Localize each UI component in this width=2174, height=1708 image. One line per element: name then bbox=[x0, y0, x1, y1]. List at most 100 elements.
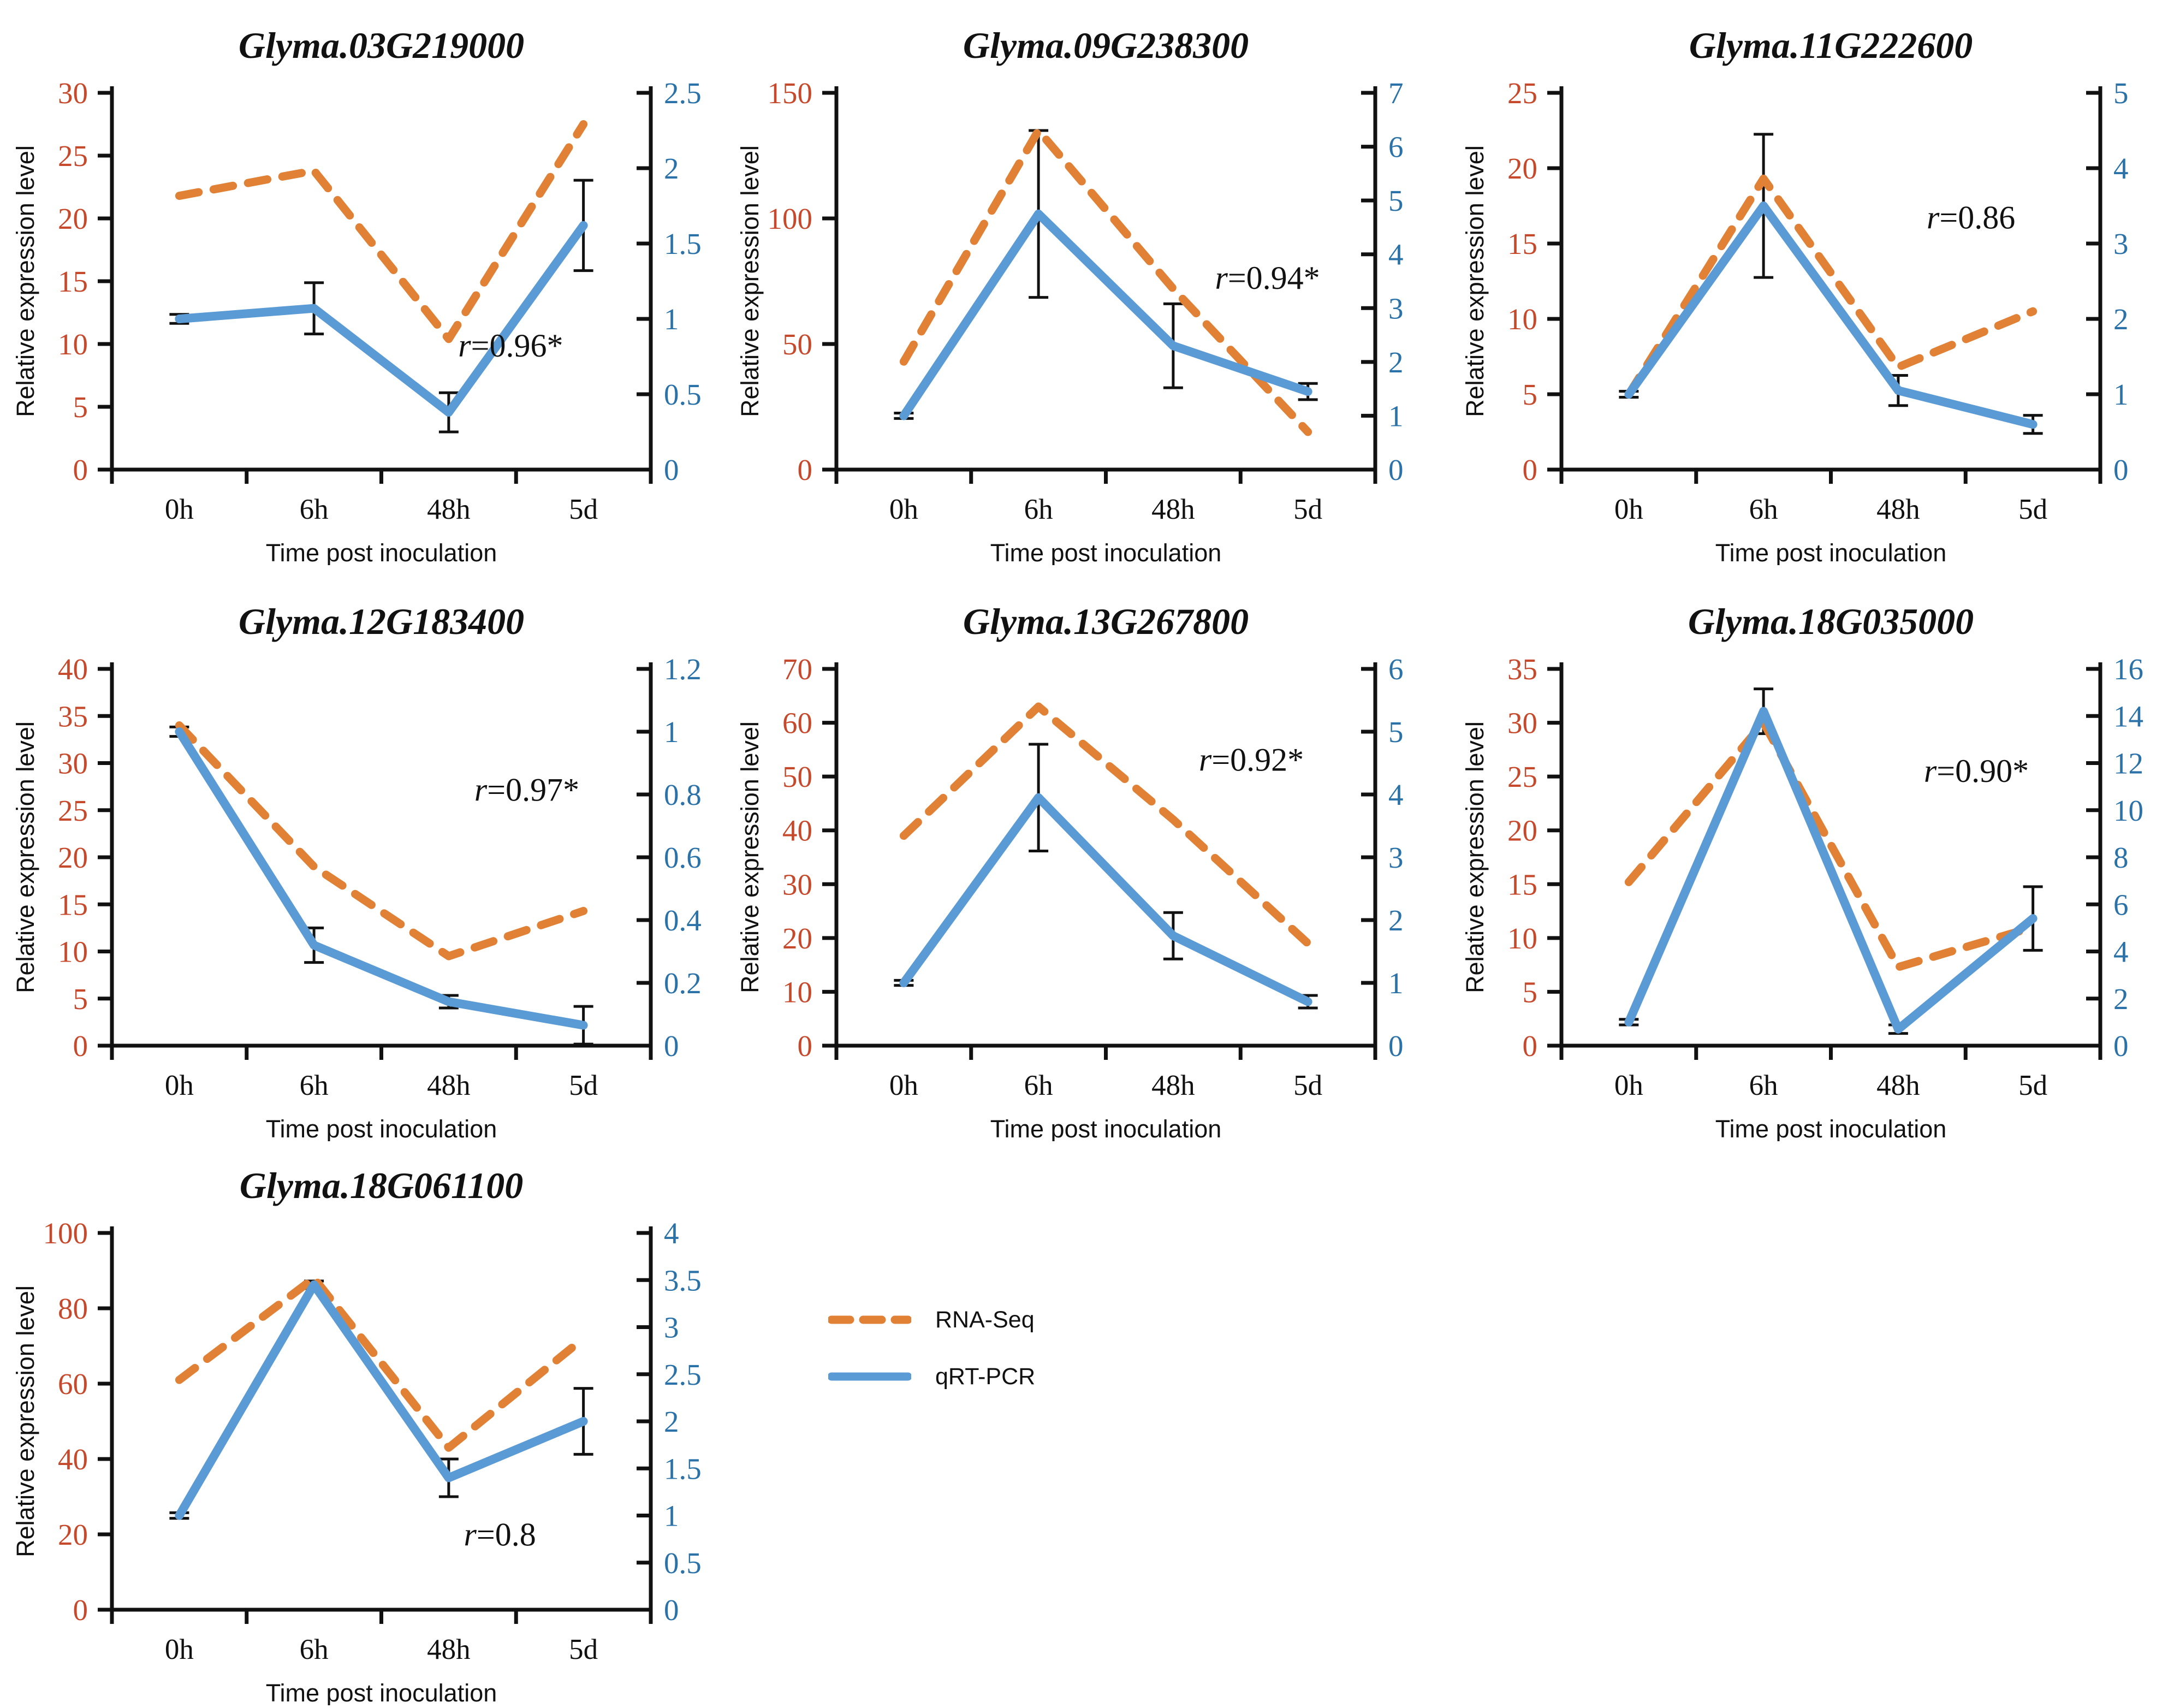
right-axis-tick-label: 6 bbox=[2113, 888, 2129, 921]
right-axis-tick-label: 2.5 bbox=[664, 1358, 702, 1391]
right-axis-tick-label: 0.5 bbox=[664, 1546, 702, 1580]
y-axis-title: Relative expression level bbox=[1461, 145, 1489, 417]
x-category-label: 5d bbox=[2018, 494, 2047, 525]
x-category-label: 5d bbox=[569, 1070, 598, 1101]
y-axis-title: Relative expression level bbox=[11, 721, 39, 993]
left-axis-tick-label: 60 bbox=[782, 707, 812, 740]
x-category-label: 0h bbox=[889, 1070, 918, 1101]
correlation-label: r=0.8 bbox=[464, 1517, 536, 1553]
x-category-label: 0h bbox=[165, 1634, 194, 1665]
left-axis-tick-label: 0 bbox=[1523, 453, 1538, 487]
error-bars bbox=[1619, 133, 2043, 435]
x-category-label: 0h bbox=[1614, 494, 1643, 525]
right-axis-tick-label: 0.6 bbox=[664, 841, 702, 874]
right-axis-tick-label: 0.2 bbox=[664, 966, 702, 1000]
axes bbox=[98, 662, 653, 1060]
left-axis-tick-label: 40 bbox=[58, 1443, 88, 1476]
correlation-label: r=0.92* bbox=[1199, 742, 1304, 778]
right-axis-tick-label: 2 bbox=[1388, 904, 1404, 937]
x-category-label: 48h bbox=[1151, 1070, 1195, 1101]
x-category-label: 0h bbox=[889, 494, 918, 525]
right-axis-tick-label: 8 bbox=[2113, 841, 2129, 874]
left-axis-tick-label: 40 bbox=[782, 814, 812, 847]
axes bbox=[822, 86, 1377, 484]
x-category-label: 48h bbox=[1876, 494, 1920, 525]
chart-canvas: Glyma.12G183400 Relative expression level… bbox=[11, 601, 702, 1143]
chart-canvas: Glyma.18G061100 Relative expression level… bbox=[11, 1165, 702, 1707]
chart-canvas: Glyma.11G222600 Relative expression level… bbox=[1461, 25, 2129, 567]
left-axis-tick-label: 0 bbox=[73, 453, 88, 487]
right-axis-tick-label: 0 bbox=[1388, 453, 1404, 487]
left-axis-tick-label: 5 bbox=[1523, 378, 1538, 411]
qrt-pcr-line bbox=[175, 1280, 588, 1520]
left-axis-tick-label: 25 bbox=[1507, 76, 1537, 110]
left-axis-tick-label: 5 bbox=[73, 390, 88, 424]
qrt-pcr-line bbox=[1624, 707, 2038, 1034]
x-axis-title: Time post inoculation bbox=[266, 1115, 497, 1141]
chart-title: Glyma.11G222600 bbox=[1689, 25, 1973, 66]
y-axis-title: Relative expression level bbox=[11, 145, 39, 417]
left-axis-tick-label: 20 bbox=[58, 841, 88, 874]
right-axis-tick-label: 0 bbox=[664, 1593, 679, 1627]
left-axis-tick-label: 60 bbox=[58, 1367, 88, 1401]
x-category-label: 5d bbox=[569, 494, 598, 525]
right-axis-tick-label: 0.4 bbox=[664, 904, 702, 937]
qrt-pcr-line bbox=[899, 209, 1312, 420]
y-axis-title: Relative expression level bbox=[736, 721, 764, 993]
left-axis-tick-label: 10 bbox=[1507, 303, 1537, 336]
qrt-pcr-line bbox=[175, 727, 588, 1030]
right-axis-tick-label: 1.2 bbox=[664, 653, 702, 686]
rna-seq-line bbox=[175, 1274, 588, 1452]
right-axis-tick-label: 2 bbox=[2113, 982, 2129, 1016]
right-axis-tick-label: 0 bbox=[2113, 1029, 2129, 1063]
chart-glyma-11g222600: Glyma.11G222600 Relative expression level… bbox=[1450, 0, 2174, 567]
correlation-label: r=0.97* bbox=[474, 772, 579, 808]
x-axis-title: Time post inoculation bbox=[1715, 539, 1947, 565]
correlation-label: r=0.96* bbox=[458, 328, 563, 364]
left-axis-tick-label: 10 bbox=[1507, 922, 1537, 955]
left-axis-tick-label: 100 bbox=[43, 1217, 88, 1250]
left-axis-tick-label: 20 bbox=[58, 1518, 88, 1551]
rna-seq-line-swatch bbox=[828, 1315, 911, 1324]
qrt-pcr-line bbox=[899, 793, 1312, 1006]
left-axis-tick-label: 35 bbox=[58, 699, 88, 733]
chart-canvas: Glyma.09G238300 Relative expression level… bbox=[736, 25, 1404, 567]
rna-seq-line bbox=[1624, 174, 2038, 399]
chart-glyma-18g061100: Glyma.18G061100 Relative expression level… bbox=[0, 1140, 724, 1707]
right-axis-tick-label: 0 bbox=[664, 1029, 679, 1063]
right-axis-tick-label: 0 bbox=[664, 453, 679, 487]
right-axis-tick-label: 1.5 bbox=[664, 227, 702, 260]
chart-glyma-09g238300: Glyma.09G238300 Relative expression level… bbox=[724, 0, 1449, 567]
left-axis-tick-label: 15 bbox=[1507, 227, 1537, 260]
x-category-label: 48h bbox=[1876, 1070, 1920, 1101]
left-axis-tick-label: 25 bbox=[58, 139, 88, 173]
x-axis-title: Time post inoculation bbox=[990, 1115, 1222, 1141]
right-axis-tick-label: 4 bbox=[664, 1217, 679, 1250]
left-axis-tick-label: 25 bbox=[58, 794, 88, 827]
left-axis-tick-label: 20 bbox=[1507, 152, 1537, 185]
x-category-label: 5d bbox=[1293, 1070, 1322, 1101]
chart-glyma-12g183400: Glyma.12G183400 Relative expression level… bbox=[0, 576, 724, 1143]
right-axis-tick-label: 4 bbox=[2113, 152, 2129, 185]
x-category-label: 0h bbox=[165, 494, 194, 525]
rna-seq-line bbox=[899, 702, 1312, 948]
x-category-label: 6h bbox=[1024, 1070, 1053, 1101]
left-axis-tick-label: 80 bbox=[58, 1292, 88, 1325]
legend-item-rna-seq: RNA-Seq bbox=[828, 1305, 1035, 1335]
right-axis-tick-label: 2 bbox=[1388, 346, 1404, 379]
left-axis-tick-label: 30 bbox=[58, 76, 88, 110]
left-axis-tick-label: 15 bbox=[58, 888, 88, 921]
x-axis-title: Time post inoculation bbox=[1715, 1115, 1947, 1141]
right-axis-tick-label: 16 bbox=[2113, 653, 2143, 686]
x-category-label: 5d bbox=[1293, 494, 1322, 525]
left-axis-tick-label: 35 bbox=[1507, 653, 1537, 686]
chart-canvas: Glyma.13G267800 Relative expression level… bbox=[736, 601, 1404, 1143]
axes bbox=[822, 662, 1377, 1060]
right-axis-tick-label: 1 bbox=[664, 715, 679, 749]
x-category-label: 6h bbox=[1749, 494, 1778, 525]
x-category-label: 5d bbox=[2018, 1070, 2047, 1101]
left-axis-tick-label: 10 bbox=[58, 328, 88, 361]
left-axis-tick-label: 100 bbox=[768, 202, 813, 235]
left-axis-tick-label: 5 bbox=[1523, 975, 1538, 1009]
